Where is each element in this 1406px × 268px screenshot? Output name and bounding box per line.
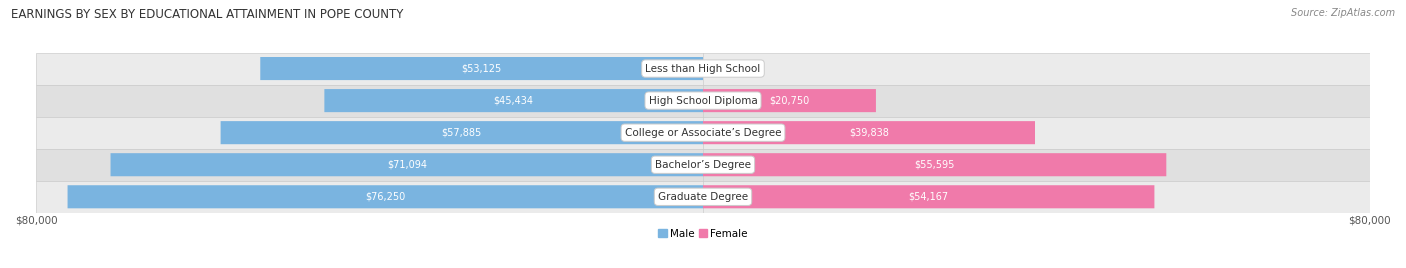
Bar	[37, 181, 1369, 213]
FancyBboxPatch shape	[703, 89, 876, 112]
Bar	[37, 149, 1369, 181]
Text: $0: $0	[720, 64, 733, 73]
FancyBboxPatch shape	[325, 89, 703, 112]
FancyBboxPatch shape	[703, 153, 1167, 176]
Text: $55,595: $55,595	[914, 160, 955, 170]
Text: Source: ZipAtlas.com: Source: ZipAtlas.com	[1291, 8, 1395, 18]
Text: High School Diploma: High School Diploma	[648, 96, 758, 106]
Text: Less than High School: Less than High School	[645, 64, 761, 73]
Legend: Male, Female: Male, Female	[654, 225, 752, 243]
Text: $57,885: $57,885	[441, 128, 482, 138]
Text: College or Associate’s Degree: College or Associate’s Degree	[624, 128, 782, 138]
FancyBboxPatch shape	[703, 121, 1035, 144]
Text: $45,434: $45,434	[494, 96, 534, 106]
Bar	[37, 53, 1369, 85]
Text: $20,750: $20,750	[769, 96, 810, 106]
Text: $39,838: $39,838	[849, 128, 889, 138]
FancyBboxPatch shape	[260, 57, 703, 80]
Text: EARNINGS BY SEX BY EDUCATIONAL ATTAINMENT IN POPE COUNTY: EARNINGS BY SEX BY EDUCATIONAL ATTAINMEN…	[11, 8, 404, 21]
FancyBboxPatch shape	[67, 185, 703, 208]
FancyBboxPatch shape	[703, 185, 1154, 208]
Text: $54,167: $54,167	[908, 192, 949, 202]
Text: Graduate Degree: Graduate Degree	[658, 192, 748, 202]
FancyBboxPatch shape	[221, 121, 703, 144]
Text: $76,250: $76,250	[366, 192, 405, 202]
Text: $53,125: $53,125	[461, 64, 502, 73]
Text: $71,094: $71,094	[387, 160, 427, 170]
FancyBboxPatch shape	[111, 153, 703, 176]
Text: Bachelor’s Degree: Bachelor’s Degree	[655, 160, 751, 170]
Bar	[37, 85, 1369, 117]
Bar	[37, 117, 1369, 149]
